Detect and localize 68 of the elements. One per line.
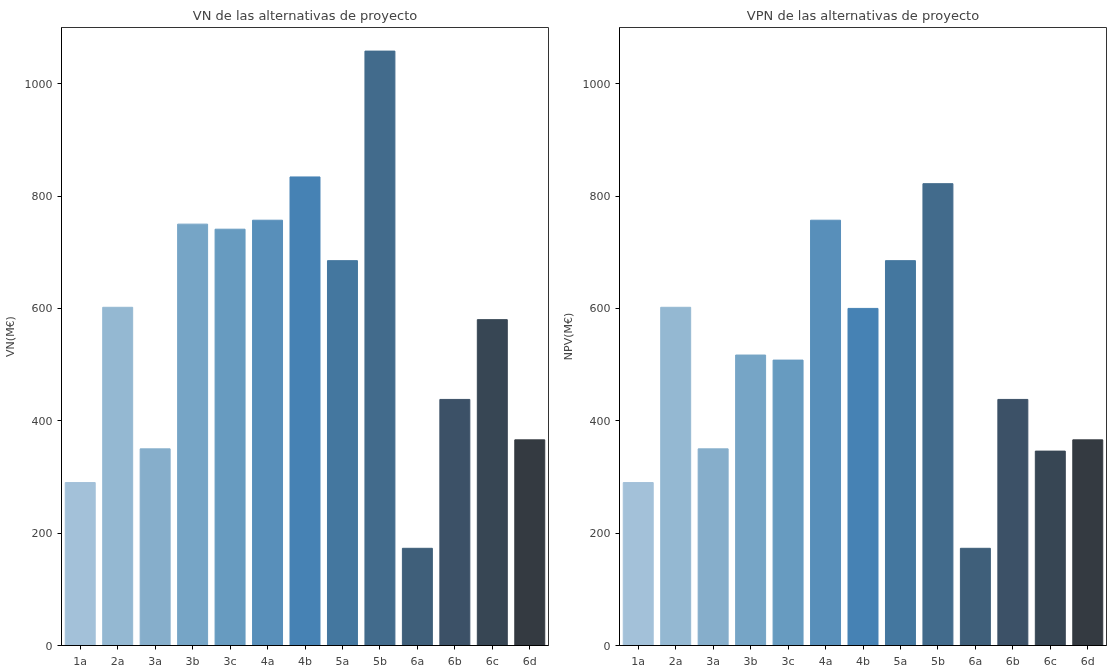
bar [660, 306, 692, 646]
bar [847, 307, 879, 646]
bar [476, 319, 508, 646]
chart-title: VPN de las alternativas de proyecto [746, 7, 980, 23]
x-tick-label: 2a [110, 654, 125, 668]
x-tick-label: 6c [485, 654, 499, 668]
y-axis-title: NPV(M€) [561, 312, 575, 361]
y-tick-label: 600 [31, 302, 53, 316]
y-tick-label: 600 [589, 302, 611, 316]
x-tick-label: 6a [968, 654, 983, 668]
bar [622, 482, 654, 646]
y-tick-label: 400 [589, 414, 611, 428]
x-tick-label: 4a [260, 654, 275, 668]
y-tick-label: 0 [45, 639, 53, 653]
y-axis-title: VN(M€) [3, 316, 17, 357]
x-tick-label: 5a [893, 654, 908, 668]
x-tick-label: 1a [631, 654, 646, 668]
x-tick-label: 5b [930, 654, 945, 668]
bar [401, 547, 433, 646]
bar [1072, 439, 1104, 646]
x-tick-label: 4b [298, 654, 313, 668]
bar [139, 448, 171, 646]
bar [697, 448, 729, 646]
bar [997, 398, 1029, 646]
x-tick-label: 6c [1043, 654, 1057, 668]
x-tick-label: 3a [706, 654, 721, 668]
x-tick-label: 5b [372, 654, 387, 668]
chart-title: VN de las alternativas de proyecto [192, 7, 418, 23]
y-tick-label: 0 [603, 639, 611, 653]
bar [922, 183, 954, 646]
x-tick-label: 6b [447, 654, 462, 668]
x-tick-label: 2a [668, 654, 683, 668]
y-tick-label: 1000 [582, 77, 611, 91]
x-tick-label: 6d [1080, 654, 1095, 668]
y-tick-label: 800 [589, 190, 611, 204]
x-tick-label: 4b [856, 654, 871, 668]
bar [884, 260, 916, 646]
bar [514, 439, 546, 646]
bar [439, 398, 471, 646]
bar [289, 176, 321, 646]
bar [772, 359, 804, 646]
y-tick-label: 400 [31, 414, 53, 428]
x-tick-label: 3b [743, 654, 758, 668]
x-tick-label: 3c [781, 654, 795, 668]
bar [810, 219, 842, 646]
x-tick-label: 4a [818, 654, 833, 668]
x-tick-label: 6b [1005, 654, 1020, 668]
y-tick-label: 200 [589, 527, 611, 541]
bar [214, 228, 246, 646]
bar [1034, 450, 1066, 646]
bar [102, 306, 134, 646]
bar [252, 219, 284, 646]
bar [177, 223, 209, 646]
x-tick-label: 6d [522, 654, 537, 668]
bar [735, 354, 767, 646]
x-tick-label: 3c [223, 654, 237, 668]
y-tick-label: 200 [31, 527, 53, 541]
y-tick-label: 1000 [24, 77, 53, 91]
x-tick-label: 6a [410, 654, 425, 668]
bar [364, 50, 396, 646]
x-tick-label: 3b [185, 654, 200, 668]
bar [326, 260, 358, 646]
y-tick-label: 800 [31, 190, 53, 204]
x-tick-label: 3a [148, 654, 163, 668]
x-tick-label: 5a [335, 654, 350, 668]
bar [959, 547, 991, 646]
x-tick-label: 1a [73, 654, 88, 668]
bar [64, 482, 96, 646]
